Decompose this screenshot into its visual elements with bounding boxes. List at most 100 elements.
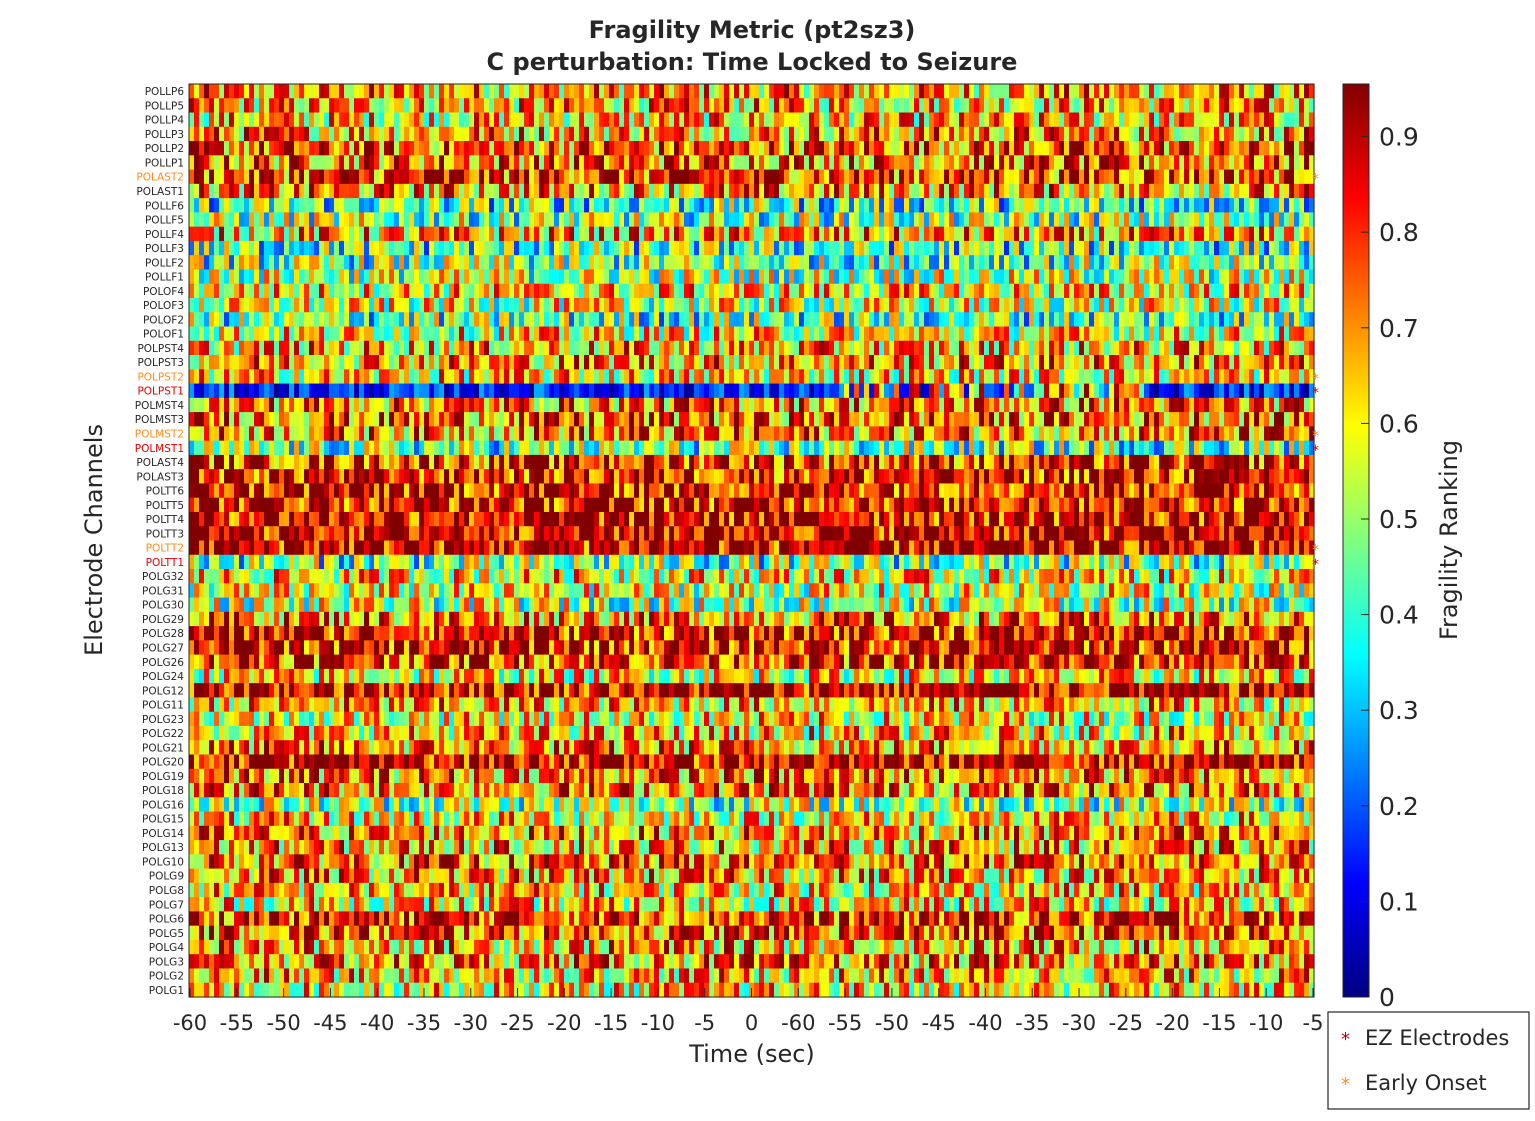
heatmap-cell [249, 297, 255, 313]
heatmap-cell [1069, 226, 1075, 242]
heatmap-cell [534, 283, 540, 299]
heatmap-cell [749, 269, 755, 285]
heatmap-cell [1104, 126, 1110, 142]
heatmap-cell [924, 255, 930, 271]
heatmap-cell [349, 255, 355, 271]
heatmap-cell [1169, 226, 1175, 242]
heatmap-cell [349, 340, 355, 356]
heatmap-cell [1209, 169, 1215, 185]
heatmap-cell [684, 98, 690, 114]
heatmap-cell [279, 312, 285, 328]
heatmap-cell [264, 369, 270, 385]
heatmap-cell [799, 255, 805, 271]
heatmap-cell [809, 198, 815, 213]
heatmap-cell [299, 269, 305, 285]
heatmap-cell [479, 112, 485, 128]
heatmap-cell [504, 155, 510, 171]
heatmap-cell [409, 169, 415, 185]
heatmap-cell [1164, 84, 1170, 99]
heatmap-cell [494, 355, 500, 370]
heatmap-cell [629, 98, 635, 114]
heatmap-cell [659, 112, 665, 128]
heatmap-cell [449, 255, 455, 271]
heatmap-cell [504, 183, 510, 199]
heatmap-cell [1254, 169, 1260, 185]
heatmap-cell [914, 126, 920, 142]
heatmap-cell [734, 212, 740, 228]
heatmap-cell [1239, 369, 1245, 385]
heatmap-cell [1154, 383, 1160, 399]
heatmap-cell [284, 255, 290, 271]
heatmap-cell [969, 112, 975, 128]
heatmap-cell [1024, 98, 1030, 114]
heatmap-cell [804, 340, 810, 356]
heatmap-cell [319, 183, 325, 199]
heatmap-cell [349, 240, 355, 256]
heatmap-cell [779, 226, 785, 242]
heatmap-cell [414, 212, 420, 228]
heatmap-cell [889, 126, 895, 142]
heatmap-cell [204, 198, 210, 213]
heatmap-cell [484, 312, 490, 328]
heatmap-cell [639, 340, 645, 356]
heatmap-cell [534, 312, 540, 328]
heatmap-cell [269, 255, 275, 271]
heatmap-cell [929, 112, 935, 128]
heatmap-cell [1209, 283, 1215, 299]
heatmap-cell [379, 141, 385, 156]
heatmap-cell [1079, 198, 1085, 213]
heatmap-cell [819, 269, 825, 285]
heatmap-cell [774, 340, 780, 356]
heatmap-cell [1054, 126, 1060, 142]
heatmap-cell [1084, 169, 1090, 185]
heatmap-cell [1159, 112, 1165, 128]
heatmap-cell [789, 269, 795, 285]
heatmap-cell [1049, 155, 1055, 171]
heatmap-cell [1169, 212, 1175, 228]
heatmap-cell [574, 226, 580, 242]
heatmap-cell [384, 126, 390, 142]
heatmap-cell [409, 84, 415, 99]
heatmap-cell [564, 283, 570, 299]
heatmap-cell [714, 283, 720, 299]
heatmap-cell [779, 155, 785, 171]
heatmap-cell [579, 155, 585, 171]
heatmap-cell [509, 383, 515, 399]
heatmap-cell [514, 383, 520, 399]
heatmap-cell [314, 226, 320, 242]
heatmap-cell [334, 383, 340, 399]
heatmap-cell [1204, 297, 1210, 313]
heatmap-cell [1114, 84, 1120, 99]
heatmap-cell [499, 297, 505, 313]
heatmap-cell [294, 397, 300, 413]
heatmap-cell [684, 383, 690, 399]
heatmap-cell [974, 355, 980, 370]
heatmap-cell [819, 326, 825, 342]
heatmap-cell [1224, 240, 1230, 256]
heatmap-cell [959, 340, 965, 356]
heatmap-cell [409, 355, 415, 370]
heatmap-cell [579, 369, 585, 385]
heatmap-cell [1184, 255, 1190, 271]
heatmap-cell [304, 183, 310, 199]
heatmap-cell [974, 255, 980, 271]
heatmap-cell [349, 397, 355, 413]
heatmap-cell [874, 198, 880, 213]
heatmap-cell [944, 297, 950, 313]
heatmap-cell [269, 297, 275, 313]
heatmap-cell [489, 326, 495, 342]
heatmap-cell [384, 269, 390, 285]
heatmap-cell [959, 183, 965, 199]
heatmap-cell [1174, 369, 1180, 385]
heatmap-cell [624, 383, 630, 399]
heatmap-cell [569, 226, 575, 242]
heatmap-cell [714, 141, 720, 156]
heatmap-cell [954, 269, 960, 285]
heatmap-cell [439, 283, 445, 299]
heatmap-cell [1174, 98, 1180, 114]
heatmap-cell [1024, 369, 1030, 385]
heatmap-cell [1084, 355, 1090, 370]
heatmap-cell [1234, 283, 1240, 299]
heatmap-cell [569, 240, 575, 256]
heatmap-cell [784, 169, 790, 185]
